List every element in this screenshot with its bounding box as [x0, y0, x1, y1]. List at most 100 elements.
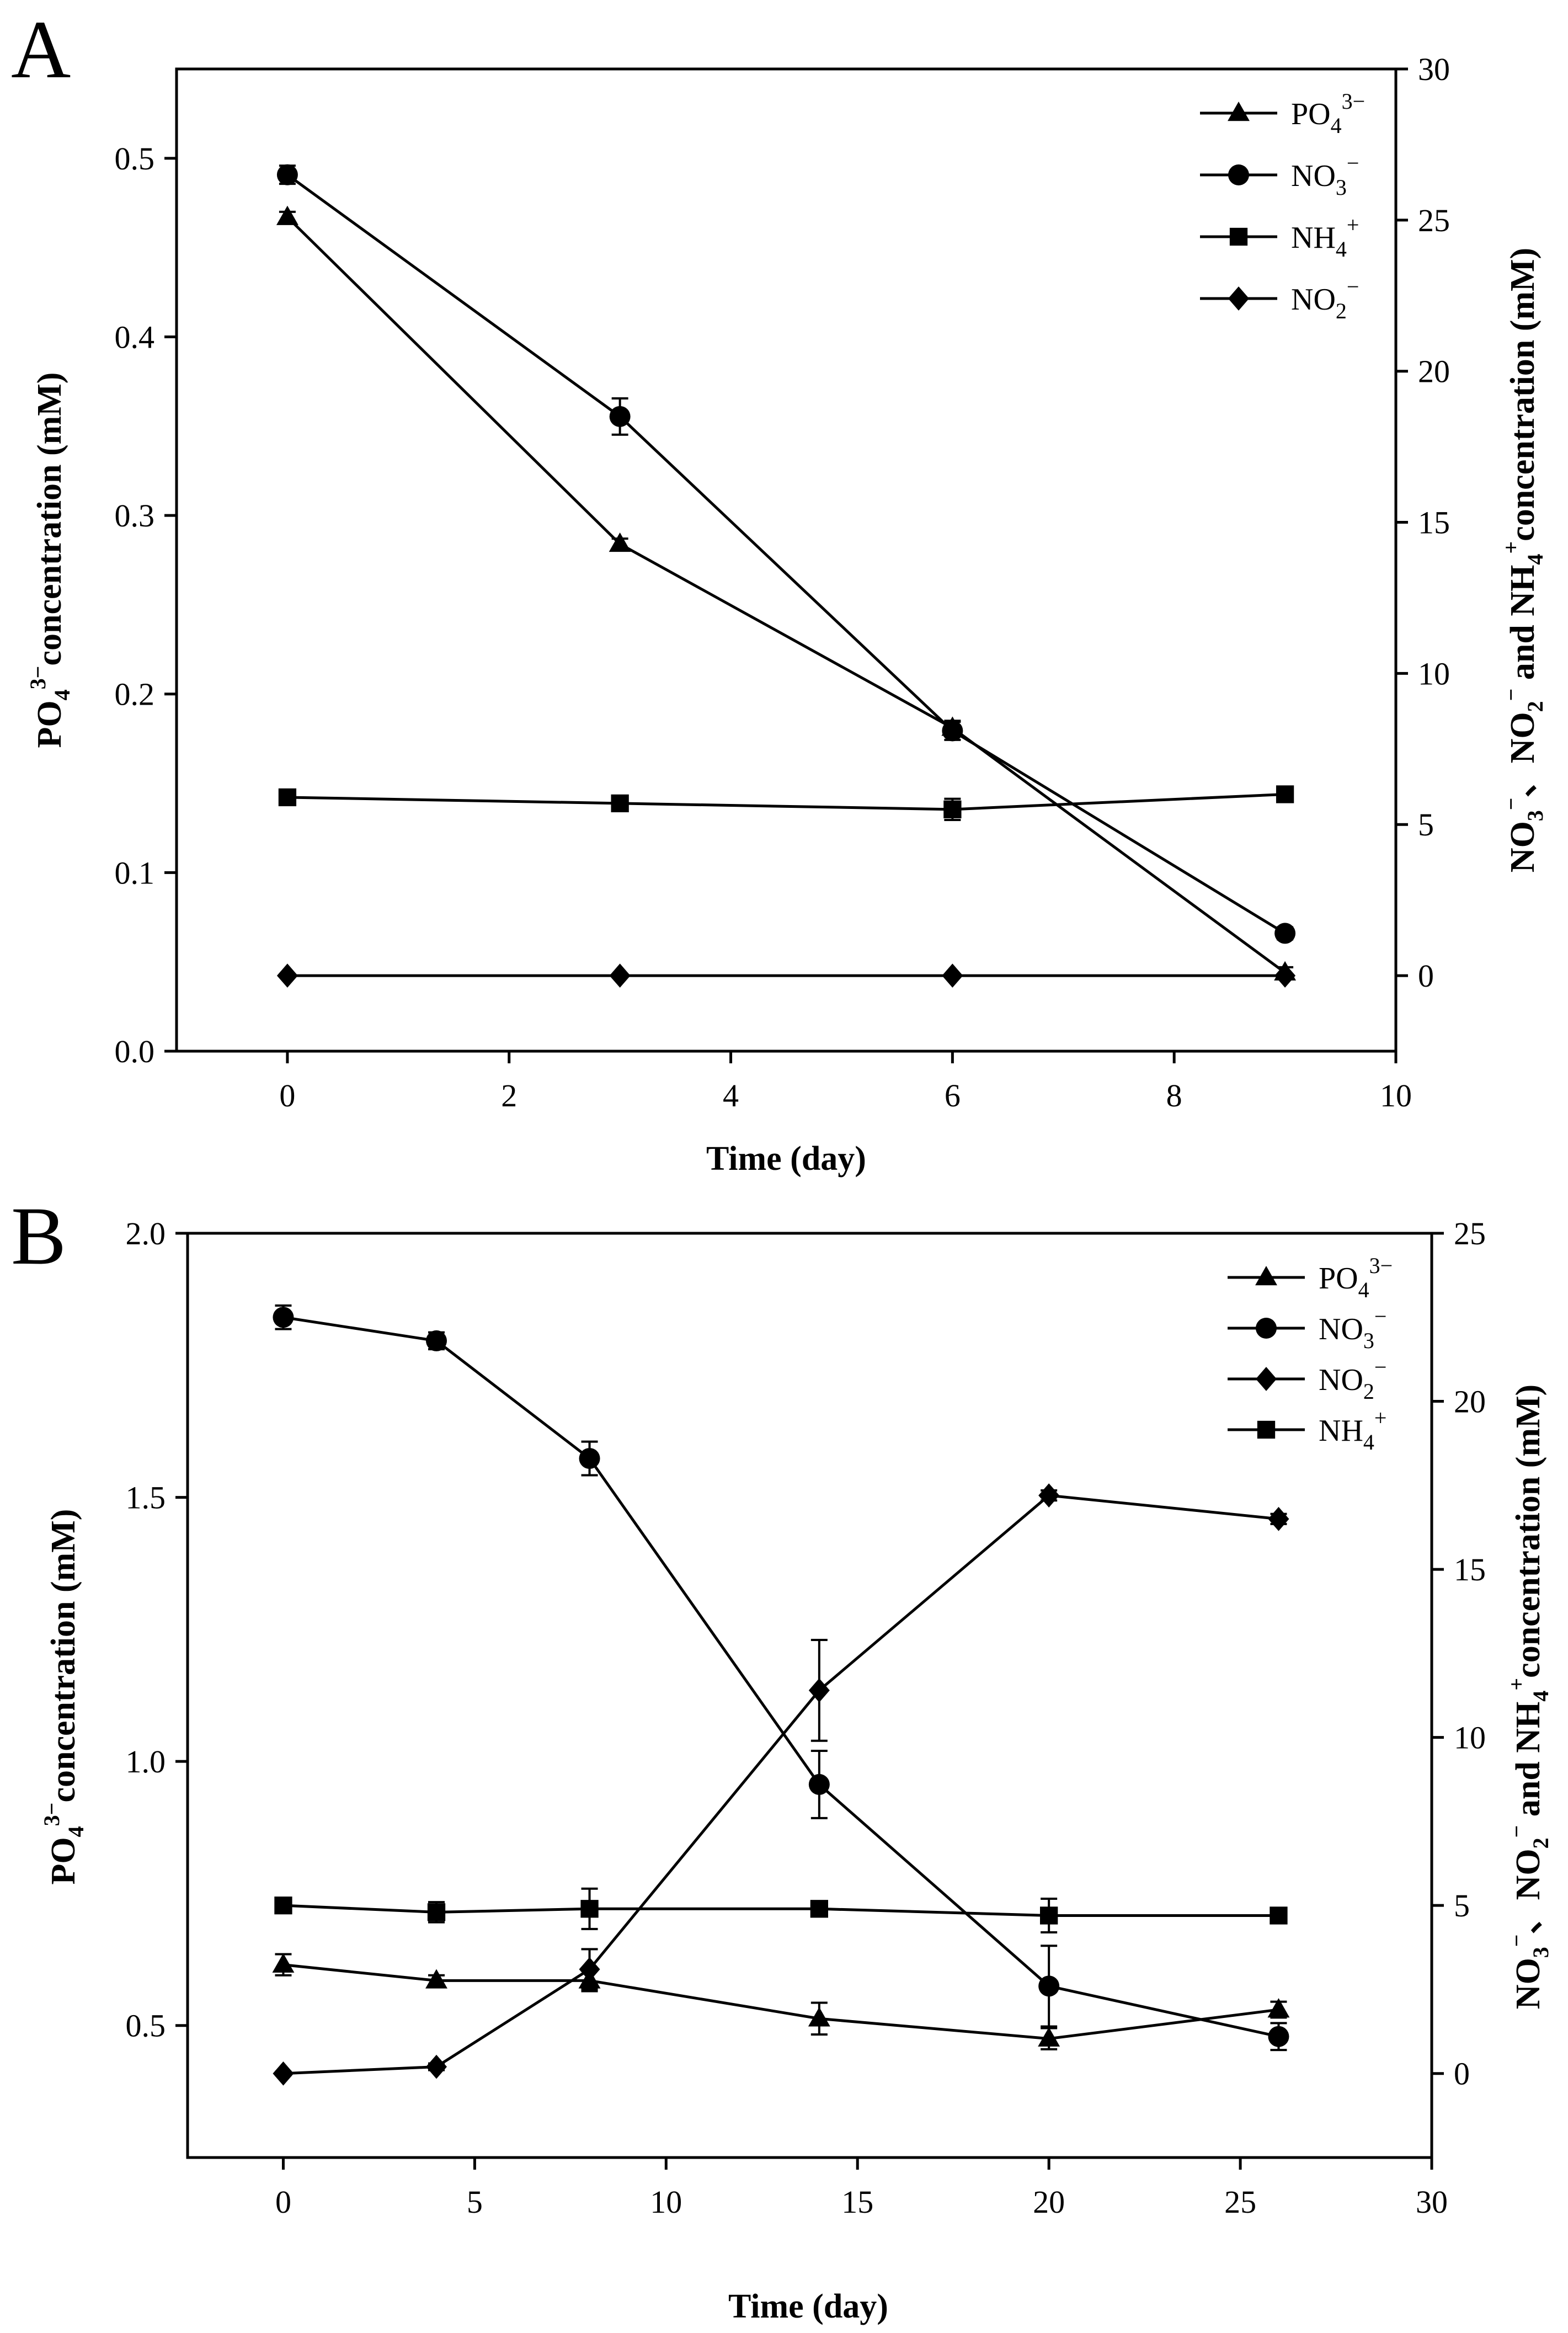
panel-b-plot-frame	[186, 1232, 1433, 2159]
legend-marker	[1256, 1367, 1277, 1391]
data-point	[426, 1330, 447, 1351]
legend-label: PO43−	[1291, 89, 1365, 138]
panel-a-xlabel: Time (day)	[706, 1140, 866, 1178]
series-line	[287, 792, 1286, 811]
data-point	[1268, 2026, 1289, 2047]
legend-entry: NO2−	[1200, 274, 1359, 323]
series-circle	[273, 1304, 1289, 2052]
data-point	[808, 2007, 830, 2027]
legend-marker	[1228, 164, 1249, 185]
left-tick-label: 0.5	[115, 141, 155, 177]
right-tick-label: 15	[1418, 505, 1450, 541]
left-tick-label: 0.5	[126, 2008, 166, 2044]
right-tick-label: 30	[1418, 51, 1450, 87]
legend-entry: NH4+	[1228, 1405, 1386, 1455]
data-point	[426, 2054, 447, 2079]
series-diamond	[276, 963, 1296, 988]
right-tick-label: 15	[1454, 1552, 1486, 1588]
legend-marker	[1256, 1318, 1277, 1339]
legend-entry: NO3−	[1228, 1304, 1386, 1353]
x-tick-label: 4	[723, 1078, 739, 1114]
data-point	[942, 720, 963, 742]
legend-label: PO43−	[1319, 1253, 1393, 1302]
x-tick-label: 5	[467, 2184, 483, 2220]
data-point	[609, 963, 631, 988]
panel-a: A 0 2 4 6 8 10 0.0 0.1 0.2 0.3 0.4 0.5 0 5 10 15 20 25 3…	[11, 4, 1548, 1178]
panel-b-xlabel: Time (day)	[728, 2288, 888, 2325]
series-square	[274, 1887, 1288, 1933]
left-tick-label: 0.0	[115, 1034, 155, 1069]
data-point	[611, 794, 629, 813]
right-tick-label: 5	[1454, 1888, 1470, 1924]
series-triangle	[272, 1953, 1290, 2050]
x-tick-label: 15	[841, 2184, 873, 2220]
panel-a-letter: A	[11, 4, 71, 95]
data-point	[579, 1957, 600, 1982]
series-line	[283, 1494, 1279, 2075]
data-point	[942, 963, 963, 988]
legend-marker	[1255, 1266, 1277, 1286]
data-point	[579, 1448, 600, 1469]
panel-b-left-axis-title: PO43−concentration (mM)	[39, 1509, 88, 1885]
data-point	[1276, 785, 1294, 803]
x-tick-label: 10	[1380, 1078, 1412, 1114]
panel-b-right-axis-title: NO3−、NO2− and NH4+concentration (mM)	[1504, 1384, 1553, 2009]
panel-a-left-axis-title: PO43−concentration (mM)	[25, 372, 74, 748]
data-point	[1270, 1906, 1288, 1925]
svg-text:NO3−、NO2− and NH4+concentratio: NO3−、NO2− and NH4+concentration (mM)	[1504, 1384, 1553, 2009]
x-tick-label: 20	[1033, 2184, 1065, 2220]
legend-marker	[1228, 286, 1249, 311]
left-tick-label: 1.0	[126, 1744, 166, 1780]
data-point	[609, 532, 631, 552]
x-tick-label: 0	[279, 1078, 295, 1114]
data-point	[274, 1897, 292, 1915]
data-point	[276, 164, 298, 185]
legend: PO43−NO3−NO2−NH4+	[1228, 1253, 1393, 1455]
legend: PO43− NO3− NH4+ NO2−	[1200, 89, 1365, 323]
data-point	[943, 800, 962, 818]
series-circle	[276, 164, 1296, 944]
series-line	[286, 173, 1286, 935]
data-point	[1268, 1506, 1289, 1531]
left-tick-label: 1.5	[126, 1480, 166, 1516]
legend-entry: PO43−	[1228, 1253, 1393, 1302]
series-square	[278, 785, 1294, 822]
legend-label: NO3−	[1319, 1304, 1386, 1353]
right-tick-label: 10	[1418, 656, 1450, 691]
x-tick-label: 25	[1224, 2184, 1256, 2220]
svg-text:NO3−、NO2− and NH4+concentratio: NO3−、NO2− and NH4+concentration (mM)	[1498, 248, 1548, 872]
data-point	[272, 1953, 295, 1973]
right-tick-label: 25	[1454, 1216, 1486, 1251]
legend-marker	[1228, 102, 1250, 121]
panel-b-letter: B	[11, 1190, 66, 1282]
left-tick-label: 0.2	[115, 677, 155, 712]
series-line	[283, 1963, 1279, 2041]
panel-a-plot-frame	[175, 67, 1398, 1053]
right-tick-label: 5	[1418, 807, 1434, 843]
legend-entry: NH4+	[1200, 212, 1359, 262]
data-point	[278, 788, 297, 807]
panel-a-right-axis-title: NO3−、NO2− and NH4+concentration (mM)	[1498, 248, 1548, 872]
x-tick-label: 0	[275, 2184, 291, 2220]
legend-marker	[1229, 227, 1248, 246]
x-tick-label: 30	[1416, 2184, 1448, 2220]
legend-label: NH4+	[1319, 1405, 1386, 1455]
legend-label: NO3−	[1291, 151, 1359, 200]
data-point	[1040, 1906, 1058, 1925]
data-point	[609, 406, 631, 427]
data-point	[810, 1900, 828, 1918]
legend-label: NO2−	[1291, 274, 1359, 323]
legend-label: NO2−	[1319, 1355, 1386, 1404]
x-tick-label: 6	[945, 1078, 961, 1114]
right-tick-label: 10	[1454, 1720, 1486, 1756]
series-line	[286, 216, 1286, 974]
data-point	[1274, 923, 1296, 944]
legend-entry: NO3−	[1200, 151, 1359, 200]
panel-b: B 0 5 10 15 20 25 30 0.5 1.0 1.5 2.0 0 5 10 15 20 25 P…	[11, 1190, 1553, 2325]
legend-label: NH4+	[1291, 212, 1359, 262]
series-diamond	[273, 1483, 1289, 2086]
right-tick-label: 20	[1418, 354, 1450, 390]
data-point	[276, 963, 298, 988]
data-point	[808, 1773, 830, 1795]
